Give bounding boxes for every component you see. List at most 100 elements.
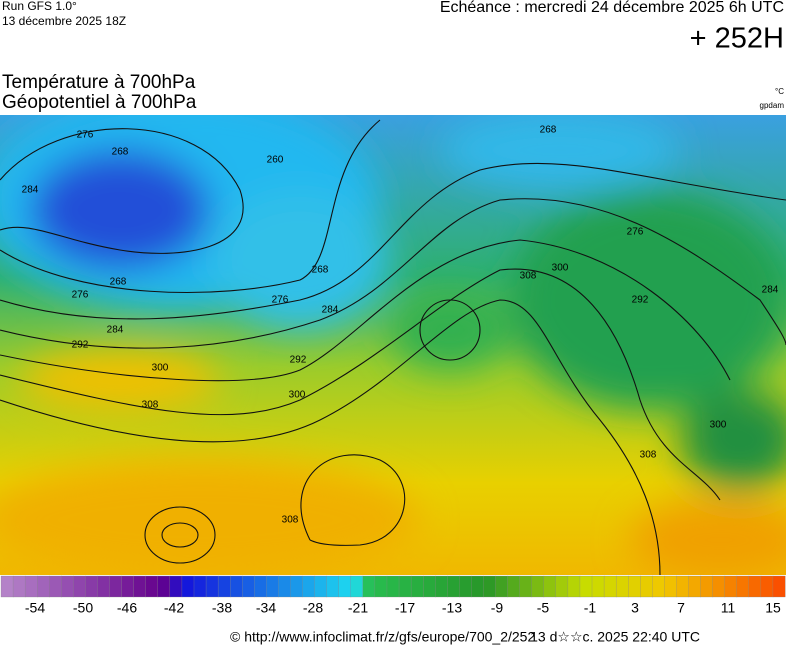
contour-label: 292 [632,295,649,306]
colorbar-swatch [302,575,316,598]
colorbar-swatch [410,575,424,598]
contour-label: 284 [322,305,339,316]
colorbar-swatch [435,575,448,598]
colorbar-label: -1 [584,600,597,616]
colorbar-swatch [37,575,50,598]
colorbar-swatch [314,575,328,598]
colorbar-label: -46 [117,600,137,616]
colorbar-swatch [724,575,738,598]
colorbar-swatch [73,575,86,598]
colorbar-swatch [85,575,98,598]
colorbar-swatch [447,575,460,598]
colorbar-swatch [483,575,496,598]
contour-label: 284 [762,285,779,296]
colorbar-swatch [0,575,14,598]
colorbar-swatch [145,575,159,598]
colorbar-label: 3 [631,600,639,616]
colorbar-swatch [459,575,472,598]
contour-label: 292 [72,340,89,351]
contour-label: 300 [289,390,306,401]
colorbar-swatch [338,575,352,598]
colorbar-swatch [205,575,219,598]
colorbar-label: -54 [25,600,45,616]
contour-label: 300 [710,420,727,431]
colorbar-label: 7 [677,600,685,616]
colorbar-label: -28 [303,600,323,616]
colorbar-swatch [591,575,605,598]
colorbar-swatch [374,575,388,598]
colorbar-swatch [519,575,533,598]
colorbar-label: -9 [491,600,504,616]
colorbar-swatch [688,575,702,598]
colorbar-swatch [495,575,509,598]
colorbar-swatch [254,575,267,598]
colorbar-swatch [628,575,641,598]
colorbar-swatch [760,575,774,598]
colorbar-swatch [603,575,617,598]
contour-label: 268 [110,277,127,288]
colorbar-swatch [121,575,135,598]
colorbar-label: -13 [442,600,462,616]
colorbar-swatch [49,575,62,598]
unit-temp: °C [775,87,784,96]
colorbar-swatch [555,575,569,598]
colorbar-label: -50 [73,600,93,616]
colorbar: -54 -50 -46 -42 -38 -34 -28 -21 -17 -13 -9 -5 -1 3 7 11… [0,575,786,616]
colorbar-swatch [266,575,279,598]
colorbar-label: 11 [721,600,736,616]
colorbar-swatch [193,575,207,598]
colorbar-swatch [109,575,123,598]
contour-label: 276 [72,290,89,301]
contour-label: 268 [540,125,557,136]
colorbar-swatch [169,575,183,598]
contour-label: 276 [77,130,94,141]
run-date: 13 décembre 2025 18Z [2,14,126,28]
colorbar-swatch [230,575,243,598]
colorbar-label: -38 [212,600,232,616]
colorbar-swatch [242,575,255,598]
unit-geo: gpdam [760,101,785,110]
colorbar-swatch [157,575,171,598]
forecast-time: Echéance : mercredi 24 décembre 2025 6h … [440,0,784,16]
colorbar-swatch [350,575,364,598]
colorbar-swatch [579,575,593,598]
colorbar-swatch [652,575,665,598]
colorbar-swatch [278,575,291,598]
colorbar-swatch [217,575,231,598]
source-url: © http://www.infoclimat.fr/z/gfs/europe/… [230,629,535,645]
colorbar-swatch [531,575,545,598]
colorbar-swatch [700,575,714,598]
colorbar-swatch [12,575,26,598]
run-label: Run GFS 1.0° [2,0,77,13]
contour-label: 276 [272,295,289,306]
colorbar-swatch [543,575,557,598]
colorbar-swatch [676,575,689,598]
colorbar-label: -5 [537,600,550,616]
contour-label: 292 [290,355,307,366]
colorbar-swatch [567,575,581,598]
contour-label: 268 [112,147,129,158]
map [0,115,786,575]
colorbar-label: -34 [256,600,276,616]
contour-label: 284 [107,325,124,336]
colorbar-label: -17 [395,600,415,616]
colorbar-swatch [24,575,38,598]
colorbar-swatch [326,575,340,598]
colorbar-swatch [362,575,376,598]
colorbar-swatch [398,575,412,598]
colorbar-label: 15 [765,600,781,616]
colorbar-swatch [471,575,484,598]
contour-label: 284 [22,185,39,196]
title-temp: Température à 700hPa [2,72,196,93]
colorbar-swatch [97,575,111,598]
colorbar-swatch [772,575,786,598]
colorbar-swatch [133,575,147,598]
colorbar-swatch [640,575,653,598]
contour-label: 276 [627,227,644,238]
colorbar-swatch [736,575,750,598]
colorbar-swatch [507,575,521,598]
colorbar-label: -42 [164,600,184,616]
generated-time: 13 d☆☆c. 2025 22:40 UTC [530,629,700,645]
colorbar-swatch [181,575,195,598]
